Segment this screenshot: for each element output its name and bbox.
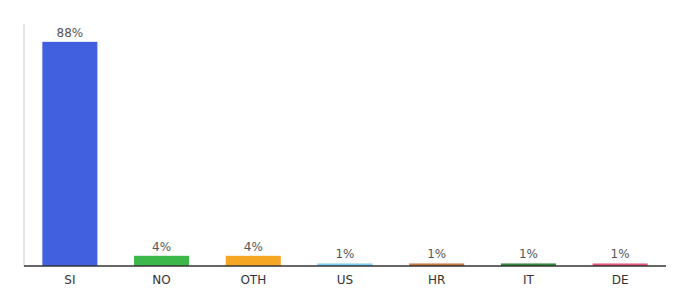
data-label: 4%: [152, 240, 171, 254]
x-tick-label: OTH: [240, 273, 266, 287]
data-label: 1%: [519, 247, 538, 261]
bar: [134, 256, 189, 266]
labels: 88% 4% 4% 1% 1% 1% 1%: [57, 26, 630, 262]
x-tick-label: SI: [64, 273, 75, 287]
chart-container: 88% 4% 4% 1% 1% 1% 1% SI NO OTH US HR IT DE: [0, 0, 680, 300]
data-label: 1%: [335, 247, 354, 261]
data-label: 4%: [244, 240, 263, 254]
bars: [42, 42, 647, 266]
bar: [42, 42, 97, 266]
x-tick-label: IT: [523, 273, 535, 287]
x-tick-label: NO: [152, 273, 170, 287]
data-label: 88%: [57, 26, 84, 40]
bar: [226, 256, 281, 266]
data-label: 1%: [611, 247, 630, 261]
x-tick-label: US: [337, 273, 353, 287]
chart: 88% 4% 4% 1% 1% 1% 1% SI NO OTH US HR IT DE: [0, 0, 680, 300]
x-tick-label: DE: [612, 273, 629, 287]
x-axis-line: [24, 265, 666, 267]
data-label: 1%: [427, 247, 446, 261]
y-axis-line: [24, 24, 25, 266]
x-tick-label: HR: [428, 273, 445, 287]
